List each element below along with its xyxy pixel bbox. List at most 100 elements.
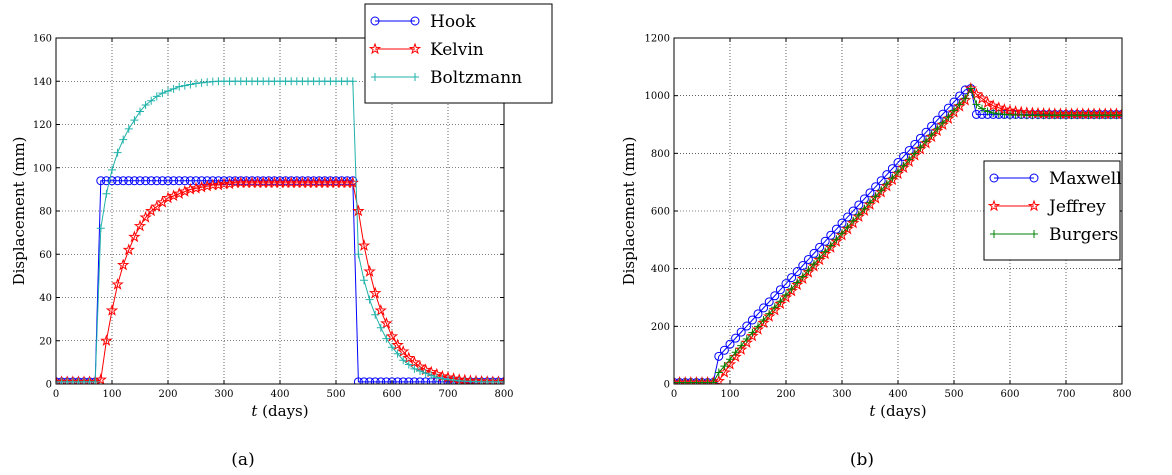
legend-label-kelvin: Kelvin <box>430 40 484 60</box>
data-point-burgers <box>714 368 723 377</box>
data-point-hook <box>113 176 123 186</box>
legend-label-burgers: Burgers <box>1049 225 1118 245</box>
data-point-kelvin <box>122 243 136 256</box>
data-point-burgers <box>950 106 958 115</box>
x-tick-label: 500 <box>326 389 345 400</box>
data-point-jeffrey <box>779 290 793 303</box>
data-point-burgers <box>810 260 818 269</box>
data-point-maxwell <box>775 285 785 295</box>
data-point-maxwell <box>798 260 808 270</box>
data-point-kelvin <box>105 303 119 316</box>
data-point-burgers <box>754 322 762 331</box>
data-point-burgers <box>854 210 863 219</box>
data-point-jeffrey <box>746 329 759 342</box>
data-point-boltzmann <box>102 189 111 198</box>
data-point-jeffrey <box>813 253 826 266</box>
y-tick-label: 40 <box>39 293 52 304</box>
data-point-hook <box>101 176 111 186</box>
data-point-kelvin <box>133 219 147 232</box>
data-point-burgers <box>843 223 852 232</box>
data-point-kelvin <box>352 204 365 217</box>
data-point-burgers <box>821 247 830 256</box>
data-point-maxwell <box>927 121 937 131</box>
legend-marker-maxwell <box>1029 173 1039 183</box>
series-line-kelvin <box>56 182 504 383</box>
data-point-jeffrey <box>818 247 832 260</box>
data-point-hook <box>96 176 106 186</box>
data-point-hook <box>359 377 369 384</box>
data-point-jeffrey <box>768 303 782 316</box>
legend-marker-jeffrey <box>987 199 1001 212</box>
data-point-kelvin <box>128 230 141 243</box>
x-tick-label: 300 <box>832 389 851 400</box>
y-tick-label: 200 <box>651 322 670 333</box>
data-point-jeffrey <box>790 278 804 291</box>
data-point-jeffrey <box>762 310 776 322</box>
data-point-burgers <box>726 355 734 364</box>
series-group-a <box>56 77 504 384</box>
data-point-burgers <box>748 328 757 337</box>
data-point-maxwell <box>792 267 802 277</box>
data-point-maxwell <box>764 297 774 307</box>
data-point-burgers <box>765 309 774 318</box>
x-tick-label: 300 <box>214 389 233 400</box>
data-point-kelvin <box>116 258 130 271</box>
data-point-jeffrey <box>774 297 787 310</box>
data-point-jeffrey <box>970 87 983 100</box>
data-point-hook <box>398 377 408 384</box>
data-point-burgers <box>793 278 802 287</box>
legend-marker-hook <box>370 16 380 26</box>
y-tick-label: 1200 <box>645 34 670 45</box>
data-point-maxwell <box>803 254 813 264</box>
data-point-hook <box>174 176 184 186</box>
data-point-maxwell <box>904 145 914 155</box>
data-point-maxwell <box>915 133 925 143</box>
data-point-hook <box>169 176 179 186</box>
y-tick-label: 80 <box>39 207 52 218</box>
x-tick-label: 100 <box>102 389 121 400</box>
data-point-hook <box>129 176 139 186</box>
data-point-burgers <box>972 100 981 109</box>
data-point-jeffrey <box>992 101 1006 114</box>
data-point-maxwell <box>747 315 757 325</box>
data-point-burgers <box>782 290 790 299</box>
data-point-hook <box>197 176 207 186</box>
data-point-maxwell <box>753 309 763 319</box>
y-tick-label: 160 <box>33 34 52 45</box>
data-point-kelvin <box>195 180 208 193</box>
data-point-jeffrey <box>986 99 1000 112</box>
data-point-hook <box>107 176 117 186</box>
data-point-kelvin <box>385 329 399 342</box>
data-point-kelvin <box>94 373 108 384</box>
data-point-boltzmann <box>449 376 458 384</box>
data-point-boltzmann <box>438 374 447 383</box>
ticks-a: 0 100 200 300 400 500 600 700 800 0 20 40 60 80 100 120… <box>33 34 514 401</box>
legend-marker-kelvin <box>368 42 382 55</box>
data-point-boltzmann <box>427 371 436 380</box>
legend-box <box>364 3 553 104</box>
x-tick-label: 800 <box>1112 389 1131 400</box>
data-point-boltzmann <box>96 224 105 233</box>
data-point-kelvin <box>111 277 124 290</box>
data-point-hook <box>376 377 386 384</box>
data-point-maxwell <box>787 273 797 283</box>
x-tick-label: 800 <box>494 389 513 400</box>
legend-marker-burgers <box>1030 230 1038 238</box>
legend-marker-hook <box>410 16 420 26</box>
x-tick-label: 200 <box>158 389 177 400</box>
grid-b <box>674 38 1122 384</box>
data-point-boltzmann <box>432 373 441 382</box>
x-tick-label: 700 <box>438 389 457 400</box>
data-point-jeffrey <box>751 322 765 335</box>
data-point-kelvin <box>363 265 376 277</box>
x-tick-label: 500 <box>944 389 963 400</box>
legend-marker-jeffrey <box>1027 199 1041 212</box>
data-point-burgers <box>866 198 874 207</box>
data-point-hook <box>180 176 190 186</box>
data-point-maxwell <box>725 339 735 349</box>
legend-marker-kelvin <box>408 42 422 55</box>
data-point-maxwell <box>714 351 724 361</box>
data-point-burgers <box>966 84 975 93</box>
data-point-burgers <box>888 173 897 182</box>
